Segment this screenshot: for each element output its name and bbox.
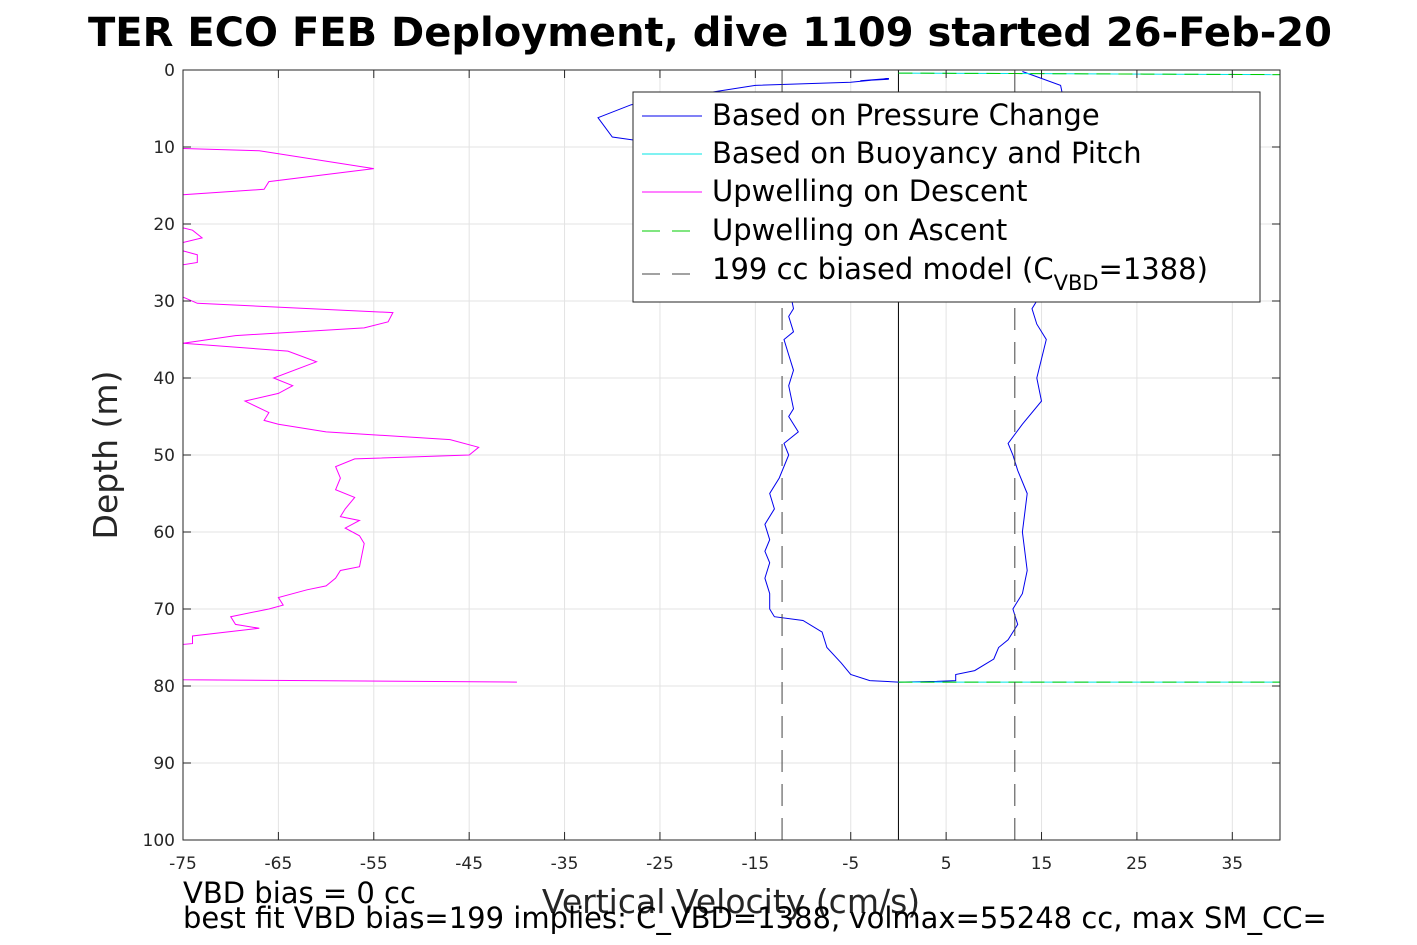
y-tick-label: 90 <box>153 754 175 774</box>
legend-label-model: 199 cc biased model (CVBD=1388) <box>712 252 1208 295</box>
x-axis-label: Vertical Velocity (cm/s) <box>542 882 920 921</box>
x-tick-label: -45 <box>455 854 483 874</box>
x-tick-label: -35 <box>551 854 579 874</box>
legend-label-descent: Upwelling on Descent <box>712 174 1028 208</box>
x-tick-label: -25 <box>646 854 674 874</box>
chart-title: TER ECO FEB Deployment, dive 1109 starte… <box>88 10 1332 56</box>
legend-box <box>632 91 1261 303</box>
y-tick-label: 40 <box>153 369 175 389</box>
x-tick-label: 5 <box>941 854 952 874</box>
y-tick-label: 0 <box>164 61 175 81</box>
x-tick-label: 15 <box>1031 854 1053 874</box>
legend-label-pressure: Based on Pressure Change <box>712 98 1100 132</box>
x-tick-label: -15 <box>741 854 769 874</box>
y-ticks: 0 10 20 30 40 50 60 70 80 90 100 <box>143 61 1280 851</box>
y-tick-label: 60 <box>153 523 175 543</box>
x-tick-label: -5 <box>842 854 859 874</box>
legend-model-subscript: VBD <box>1054 271 1099 295</box>
x-tick-label: -55 <box>360 854 388 874</box>
legend-label-ascent: Upwelling on Ascent <box>712 213 1007 247</box>
x-tick-label: 35 <box>1221 854 1243 874</box>
y-tick-label: 10 <box>153 138 175 158</box>
legend-model-suffix: =1388) <box>1099 252 1208 286</box>
x-tick-label: -75 <box>169 854 197 874</box>
y-tick-label: 100 <box>143 831 175 851</box>
legend-model-prefix: 199 cc biased model (C <box>712 252 1054 286</box>
legend-label-buoyancy: Based on Buoyancy and Pitch <box>712 136 1142 170</box>
series-upwelling-ascent-top <box>898 72 1281 76</box>
x-tick-label: 25 <box>1126 854 1148 874</box>
y-tick-label: 20 <box>153 215 175 235</box>
annotation-vbd-bias: VBD bias = 0 cc <box>183 876 416 910</box>
y-tick-label: 50 <box>153 446 175 466</box>
y-tick-label: 70 <box>153 600 175 620</box>
y-tick-label: 30 <box>153 292 175 312</box>
y-tick-label: 80 <box>153 677 175 697</box>
x-tick-label: -65 <box>265 854 293 874</box>
annotation-best-fit: best fit VBD bias=199 implies: C_VBD=138… <box>183 901 1327 935</box>
legend: Based on Pressure Change Based on Buoyan… <box>632 91 1261 303</box>
x-ticks: -75 -65 -55 -45 -35 -25 -15 -5 5 15 25 35 <box>169 70 1243 874</box>
y-axis-label: Depth (m) <box>86 371 125 540</box>
